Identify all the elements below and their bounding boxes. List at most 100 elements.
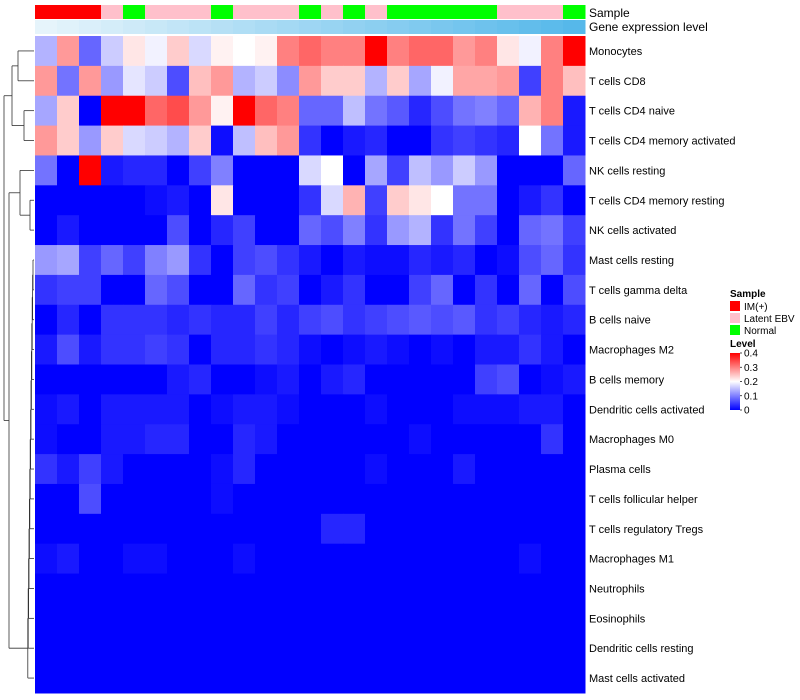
row-label: NK cells resting: [589, 165, 665, 177]
heatmap-cell: [453, 364, 476, 395]
heatmap-cell: [277, 304, 300, 336]
expression-annotation-cell: [563, 20, 586, 34]
heatmap-cell: [343, 663, 366, 694]
heatmap-cell: [233, 95, 256, 127]
heatmap-cell: [211, 603, 234, 634]
heatmap-cell: [79, 513, 102, 545]
heatmap-cell: [35, 155, 58, 186]
sample-annotation-cell: [255, 5, 278, 19]
heatmap-cell: [255, 155, 278, 186]
heatmap-cell: [101, 215, 124, 246]
heatmap-cell: [519, 364, 542, 395]
heatmap-cell: [255, 185, 278, 216]
heatmap-cell: [35, 633, 58, 664]
heatmap-cell: [211, 483, 234, 515]
heatmap-cell: [189, 125, 212, 156]
heatmap-cell: [79, 125, 102, 156]
heatmap-cell: [497, 334, 520, 365]
heatmap-cell: [475, 364, 498, 395]
heatmap-cell: [299, 95, 322, 127]
sample-annotation-cell: [519, 5, 542, 19]
row-label: Neutrophils: [589, 583, 645, 595]
heatmap-cell: [277, 633, 300, 664]
heatmap-cell: [365, 633, 388, 664]
sample-annotation-cell: [409, 5, 432, 19]
heatmap-cell: [541, 125, 564, 156]
heatmap-cell: [79, 245, 102, 276]
heatmap-cell: [255, 334, 278, 365]
heatmap-cell: [453, 185, 476, 216]
heatmap-cell: [145, 483, 168, 515]
heatmap-cell: [519, 573, 542, 604]
heatmap-cell: [365, 155, 388, 186]
heatmap-cell: [211, 424, 234, 455]
heatmap-cell: [453, 274, 476, 306]
sample-annotation-cell: [387, 5, 410, 19]
heatmap-cell: [299, 394, 322, 425]
heatmap-cell: [497, 483, 520, 515]
expression-annotation-cell: [277, 20, 300, 34]
heatmap-cell: [299, 543, 322, 575]
heatmap-cell: [453, 424, 476, 455]
heatmap-cell: [563, 424, 586, 455]
heatmap-cell: [233, 215, 256, 246]
heatmap-cell: [541, 543, 564, 575]
sample-annotation-cell: [189, 5, 212, 19]
heatmap-cell: [101, 36, 124, 67]
heatmap-cell: [321, 274, 344, 306]
heatmap-cell: [321, 125, 344, 156]
heatmap-cell: [387, 245, 410, 276]
heatmap-cell: [453, 633, 476, 664]
heatmap-cell: [57, 304, 80, 336]
heatmap-cell: [123, 633, 146, 664]
heatmap-cell: [563, 125, 586, 156]
heatmap-cell: [343, 454, 366, 485]
heatmap-cell: [57, 245, 80, 276]
heatmap-cell: [387, 364, 410, 395]
heatmap-cell: [541, 394, 564, 425]
heatmap-cell: [475, 155, 498, 186]
heatmap-cell: [453, 95, 476, 127]
heatmap-cell: [189, 155, 212, 186]
heatmap-cell: [167, 185, 190, 216]
heatmap-cell: [255, 633, 278, 664]
heatmap-cell: [57, 394, 80, 425]
heatmap-cell: [387, 603, 410, 634]
heatmap-cell: [255, 95, 278, 127]
heatmap-cell: [431, 95, 454, 127]
heatmap-cell: [101, 603, 124, 634]
heatmap-cell: [233, 663, 256, 694]
heatmap-cell: [277, 334, 300, 365]
heatmap-cell: [321, 573, 344, 604]
heatmap-cell: [145, 125, 168, 156]
heatmap-cell: [167, 663, 190, 694]
heatmap-cell: [563, 454, 586, 485]
expression-annotation-cell: [343, 20, 366, 34]
heatmap-cell: [365, 603, 388, 634]
heatmap-cell: [563, 543, 586, 575]
heatmap-cell: [167, 364, 190, 395]
expression-annotation-cell: [35, 20, 58, 34]
heatmap-cell: [123, 215, 146, 246]
heatmap-cell: [299, 245, 322, 276]
heatmap-cell: [145, 95, 168, 127]
sample-annotation-cell: [563, 5, 586, 19]
sample-annotation-cell: [343, 5, 366, 19]
expression-annotation-cell: [167, 20, 190, 34]
sample-legend-title: Sample: [730, 289, 766, 300]
heatmap-cell: [189, 633, 212, 664]
heatmap-cell: [299, 603, 322, 634]
expression-annotation-cell: [233, 20, 256, 34]
heatmap-cell: [409, 663, 432, 694]
heatmap-cell: [101, 185, 124, 216]
heatmap-cell: [167, 304, 190, 336]
heatmap-cell: [365, 513, 388, 545]
heatmap-cell: [365, 483, 388, 515]
heatmap-cell: [409, 334, 432, 365]
heatmap-cell: [541, 483, 564, 515]
heatmap-cell: [299, 483, 322, 515]
heatmap-cell: [57, 125, 80, 156]
heatmap-cell: [475, 633, 498, 664]
heatmap-cell: [365, 334, 388, 365]
heatmap-cell: [519, 155, 542, 186]
